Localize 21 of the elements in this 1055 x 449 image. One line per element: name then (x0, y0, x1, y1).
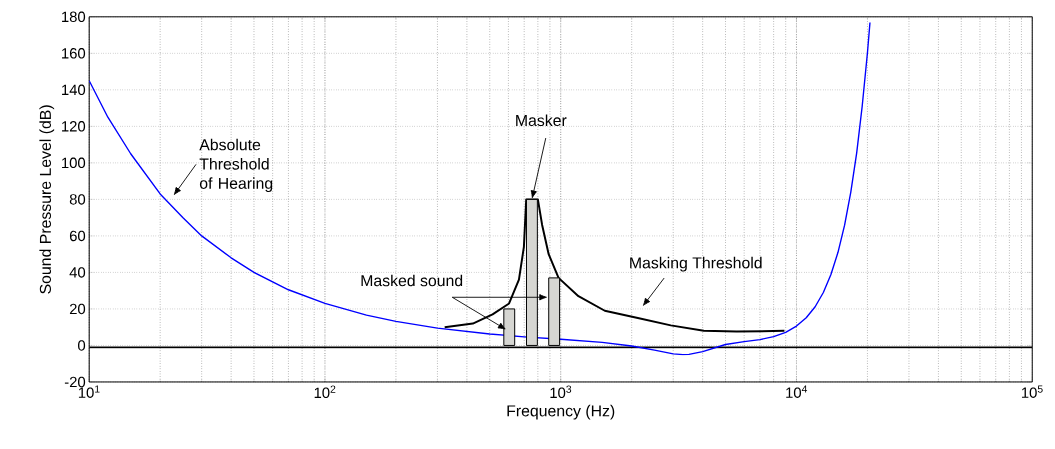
y-tick-label: 160 (62, 47, 86, 59)
x-tick-label: 10$^{3}$ (550, 385, 572, 398)
y-axis-title: Sound Pressure Level (dB) (39, 105, 55, 294)
x-axis-title: Frequency (Hz) (507, 404, 615, 420)
x-tick-label: 10$^{5}$ (1021, 385, 1043, 398)
annotation: Masked sound (361, 274, 463, 287)
annotation: Masker (516, 114, 567, 126)
y-tick-label: 100 (62, 157, 86, 168)
y-tick-label: 20 (69, 303, 86, 315)
y-tick-label: 120 (62, 120, 86, 132)
annotation: Absolute Threshold of Hearing (199, 138, 273, 192)
annotation: Masking Threshold (630, 256, 762, 272)
y-tick-label: 60 (69, 230, 86, 242)
x-tick-label: 10$^{4}$ (786, 385, 808, 398)
x-tick-label: 10$^{2}$ (314, 385, 336, 398)
y-tick-label: 0 (78, 340, 86, 351)
y-tick-label: -20 (64, 376, 86, 388)
y-tick-label: 80 (69, 194, 86, 205)
y-tick-label: 40 (69, 267, 86, 278)
y-tick-label: 180 (62, 11, 86, 22)
y-tick-label: 140 (62, 84, 86, 95)
